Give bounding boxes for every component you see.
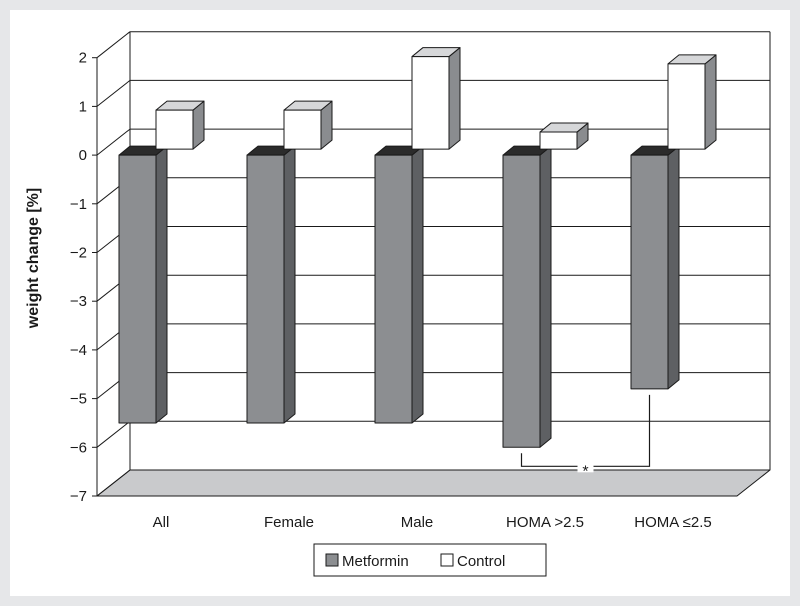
bar-side-face bbox=[667, 145, 680, 390]
bar-front-face bbox=[246, 154, 285, 424]
side-wall-line bbox=[96, 469, 131, 497]
y-tick-label: −7 bbox=[70, 488, 87, 505]
y-tick-label: 1 bbox=[79, 98, 87, 115]
bar-front-face bbox=[539, 131, 578, 150]
significance-marker: * bbox=[582, 463, 588, 480]
y-axis: 2 1 0 −1 −2 −3 −4 −5 −6 −7 bbox=[70, 31, 131, 505]
y-tick-label: −3 bbox=[70, 293, 87, 310]
legend-entry: Metformin bbox=[342, 553, 409, 570]
bar-control bbox=[283, 100, 333, 150]
legend: Metformin Control bbox=[313, 543, 547, 577]
chart-frame: 2 1 0 −1 −2 −3 −4 −5 −6 −7 All Female Male HOMA >2.5… bbox=[10, 10, 790, 596]
bar-front-face bbox=[283, 109, 322, 150]
bar-metformin bbox=[118, 145, 168, 424]
bar-control bbox=[667, 54, 717, 150]
y-tick-label: −2 bbox=[70, 245, 87, 262]
side-wall-line bbox=[96, 420, 131, 448]
legend-swatch bbox=[440, 553, 454, 567]
bar-control bbox=[411, 47, 461, 150]
bar-side-face bbox=[448, 47, 461, 150]
weight-change-chart: 2 1 0 −1 −2 −3 −4 −5 −6 −7 All Female Male HOMA >2.5… bbox=[25, 31, 771, 577]
bar-metformin bbox=[630, 145, 680, 390]
annotation-gap bbox=[577, 460, 594, 473]
side-wall-line bbox=[96, 31, 131, 59]
bar-side-face bbox=[155, 145, 168, 424]
category-label: HOMA >2.5 bbox=[506, 514, 584, 531]
category-label: HOMA ≤2.5 bbox=[634, 514, 711, 531]
bar-metformin bbox=[246, 145, 296, 424]
bar-front-face bbox=[155, 109, 194, 150]
bar-metformin bbox=[502, 145, 552, 448]
y-tick-label: −5 bbox=[70, 391, 87, 408]
y-tick-label: 0 bbox=[79, 147, 87, 164]
bar-metformin bbox=[374, 145, 424, 424]
y-tick-label: −6 bbox=[70, 439, 87, 456]
floor-plane bbox=[96, 469, 771, 497]
bar-front-face bbox=[374, 154, 413, 424]
category-label: Female bbox=[264, 514, 314, 531]
y-tick-label: −4 bbox=[70, 342, 87, 359]
y-tick-label: −1 bbox=[70, 196, 87, 213]
bar-side-face bbox=[283, 145, 296, 424]
bar-side-face bbox=[539, 145, 552, 448]
category-label: Male bbox=[401, 514, 434, 531]
x-axis-categories: All Female Male HOMA >2.5 HOMA ≤2.5 bbox=[153, 514, 712, 531]
y-axis-title: weight change [%] bbox=[25, 188, 42, 329]
bar-front-face bbox=[118, 154, 157, 424]
bar-side-face bbox=[411, 145, 424, 424]
legend-swatch bbox=[325, 553, 339, 567]
legend-entry: Control bbox=[457, 553, 505, 570]
category-label: All bbox=[153, 514, 170, 531]
bar-front-face bbox=[667, 63, 706, 150]
side-wall-line bbox=[96, 80, 131, 107]
side-wall-line bbox=[96, 128, 131, 156]
chart-floor bbox=[96, 469, 771, 497]
bar-front-face bbox=[630, 154, 669, 390]
bar-control bbox=[539, 122, 589, 150]
bar-front-face bbox=[411, 56, 450, 150]
bar-control bbox=[155, 100, 205, 150]
bar-side-face bbox=[704, 54, 717, 150]
y-tick-label: 2 bbox=[79, 50, 87, 67]
annotations: * bbox=[520, 394, 651, 480]
legend-box bbox=[313, 543, 547, 577]
bar-front-face bbox=[502, 154, 541, 448]
bar-series bbox=[118, 47, 717, 448]
